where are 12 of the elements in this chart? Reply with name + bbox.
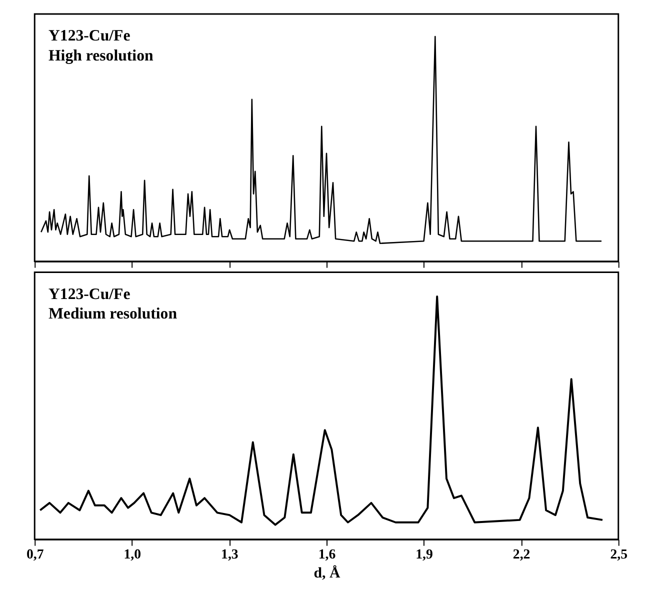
x-tick-label: 1,9 bbox=[416, 546, 434, 562]
annotation: High resolution bbox=[48, 48, 154, 65]
x-axis-title: d, Å bbox=[314, 564, 340, 582]
x-tick-label: 2,2 bbox=[512, 546, 530, 562]
x-tick-label: 1,0 bbox=[124, 546, 142, 562]
annotation: Medium resolution bbox=[48, 306, 178, 323]
annotation: Y123-Cu/Fe bbox=[48, 286, 130, 303]
x-tick-label: 1,6 bbox=[318, 546, 336, 562]
x-tick-label: 2,5 bbox=[610, 546, 628, 562]
x-tick-label: 1,3 bbox=[221, 546, 238, 562]
annotation: Y123-Cu/Fe bbox=[48, 28, 130, 45]
x-tick-label: 0,7 bbox=[26, 546, 44, 562]
